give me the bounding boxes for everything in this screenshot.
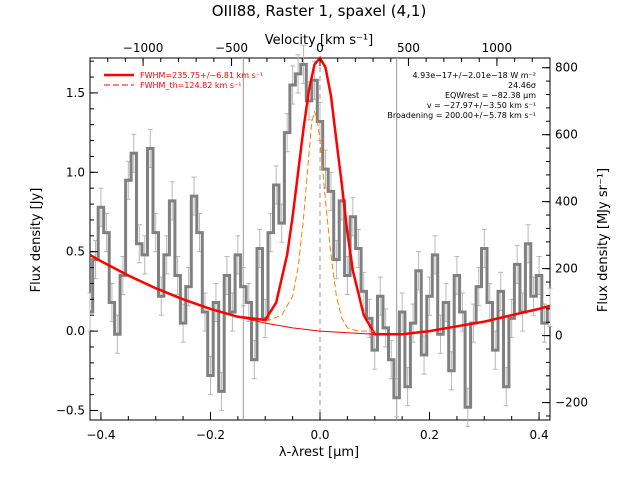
y-tick-label: 0.5 [66,245,85,259]
y-tick-label: 0.0 [66,324,85,338]
y2-tick-label: −200 [555,396,588,410]
x-axis-label: λ-λrest [μm] [279,445,359,460]
annotation-line-1: 4.93e−17+/−2.01e−18 W m⁻² [412,71,536,80]
y-tick-label: −0.5 [56,403,85,417]
y2-tick-label: 400 [555,195,578,209]
x-tick-label: −0.4 [86,428,115,442]
y-axis-label: Flux density [Jy] [29,188,44,293]
annotation-line-2: 24.46σ [508,81,536,90]
axis-ticks: −0.4 −0.2 0.0 0.2 0.4 −0.5 0.0 0.5 1.0 1.5 −200 0 20… [56,41,588,442]
thermal-profile-line [265,110,375,332]
y2-tick-label: 200 [555,262,578,276]
chart-title: OIII88, Raster 1, spaxel (4,1) [212,2,427,20]
y2-tick-label: 600 [555,128,578,142]
top-x-axis-label: Velocity [km s⁻¹] [265,33,373,48]
y2-tick-label: 0 [555,329,563,343]
y2-axis-label: Flux density [MJy sr⁻¹] [596,168,611,312]
annotation-line-5: Broadening = 200.00+/−5.78 km s⁻¹ [387,111,536,120]
top-tick-label: −1000 [123,41,164,55]
plot-area [87,44,553,427]
top-tick-label: 500 [397,41,420,55]
legend-label-2: FWHM_th=124.82 km s⁻¹ [140,81,241,90]
x-tick-label: 0.2 [420,428,439,442]
top-tick-label: 0 [316,41,324,55]
y-tick-label: 1.5 [66,86,85,100]
annotation-line-4: v = −27.97+/−3.50 km s⁻¹ [427,101,536,110]
top-tick-label: 1000 [482,41,513,55]
annotation-line-3: EQWrest = −82.38 μm [445,91,536,100]
x-tick-label: 0.4 [530,428,549,442]
x-tick-label: 0.0 [310,428,329,442]
continuum-line [89,254,551,335]
y-tick-label: 1.0 [66,165,85,179]
y2-tick-label: 800 [555,61,578,75]
legend-label-1: FWHM=235.75+/−6.81 km s⁻¹ [140,71,263,80]
top-tick-label: −500 [215,41,248,55]
x-tick-label: −0.2 [196,428,225,442]
legend: FWHM=235.75+/−6.81 km s⁻¹FWHM_th=124.82 … [104,71,263,90]
